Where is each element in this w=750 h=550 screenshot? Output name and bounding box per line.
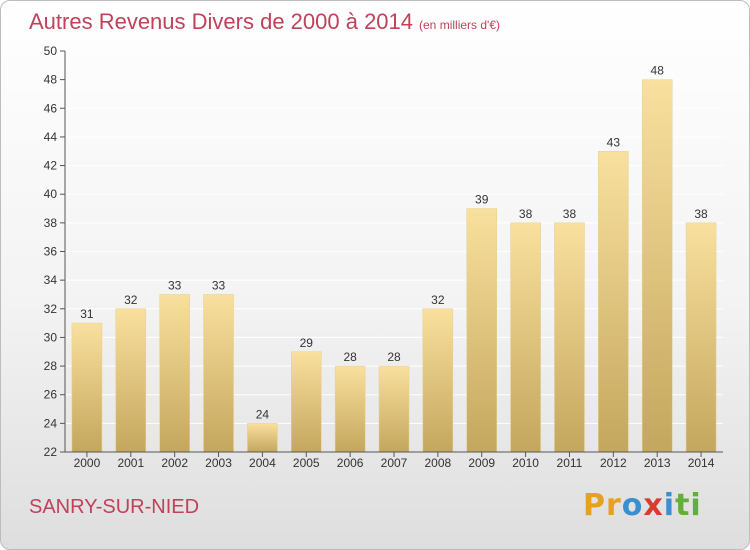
bars bbox=[71, 79, 717, 453]
logo-letter: P bbox=[583, 488, 606, 523]
y-tick-label: 28 bbox=[44, 359, 58, 373]
y-tick-label: 36 bbox=[44, 245, 58, 259]
bar bbox=[378, 365, 410, 453]
data-label: 32 bbox=[431, 293, 445, 307]
bar bbox=[203, 294, 234, 453]
data-label: 33 bbox=[212, 278, 226, 292]
x-tick-label: 2013 bbox=[644, 456, 671, 470]
bar bbox=[422, 308, 454, 453]
axes bbox=[60, 50, 723, 457]
data-label: 29 bbox=[300, 336, 314, 350]
bar bbox=[685, 222, 717, 453]
y-tick-label: 38 bbox=[44, 216, 58, 230]
chart-title: Autres Revenus Divers de 2000 à 2014 (en … bbox=[29, 9, 500, 35]
y-tick-label: 42 bbox=[44, 159, 58, 173]
bar bbox=[334, 365, 366, 453]
y-tick-label: 30 bbox=[44, 330, 58, 344]
data-label: 38 bbox=[519, 207, 533, 221]
x-tick-label: 2002 bbox=[161, 456, 188, 470]
y-tick-label: 24 bbox=[44, 416, 58, 430]
x-tick-label: 2004 bbox=[249, 456, 276, 470]
data-label: 38 bbox=[563, 207, 577, 221]
chart-unit: (en milliers d'€) bbox=[419, 18, 500, 32]
x-tick-label: 2001 bbox=[117, 456, 144, 470]
data-label: 48 bbox=[651, 64, 665, 78]
labels: 22 24 26 28 30 32 34 36 38 40 42 44 46 48 50 31 2000 32 20… bbox=[44, 44, 715, 470]
logo-letter: x bbox=[643, 488, 664, 523]
data-label: 28 bbox=[387, 350, 401, 364]
x-tick-label: 2006 bbox=[337, 456, 364, 470]
x-tick-label: 2005 bbox=[293, 456, 320, 470]
x-tick-label: 2010 bbox=[512, 456, 539, 470]
data-label: 31 bbox=[80, 307, 94, 321]
data-label: 24 bbox=[256, 407, 270, 421]
data-label: 32 bbox=[124, 293, 138, 307]
bar bbox=[291, 351, 322, 453]
bar bbox=[510, 222, 541, 453]
data-label: 39 bbox=[475, 193, 489, 207]
logo-letter: i bbox=[690, 488, 702, 523]
data-label: 28 bbox=[343, 350, 357, 364]
y-tick-label: 50 bbox=[44, 44, 58, 58]
chart-title-text: Autres Revenus Divers de 2000 à 2014 bbox=[29, 9, 414, 34]
x-tick-label: 2012 bbox=[600, 456, 627, 470]
bar bbox=[115, 308, 147, 453]
y-tick-label: 22 bbox=[44, 445, 58, 459]
logo-letter: r bbox=[606, 488, 622, 523]
x-tick-label: 2003 bbox=[205, 456, 232, 470]
logo-letter: i bbox=[663, 488, 676, 523]
bar bbox=[554, 222, 585, 453]
x-tick-label: 2007 bbox=[381, 456, 408, 470]
bar bbox=[598, 151, 629, 453]
x-tick-label: 2008 bbox=[425, 456, 452, 470]
x-tick-label: 2000 bbox=[74, 456, 101, 470]
bar bbox=[466, 208, 497, 453]
y-tick-label: 48 bbox=[44, 73, 58, 87]
bar bbox=[71, 322, 103, 453]
logo-letter: o bbox=[621, 488, 644, 523]
y-tick-label: 40 bbox=[44, 187, 58, 201]
data-label: 38 bbox=[694, 207, 708, 221]
bar bbox=[641, 79, 673, 453]
data-label: 43 bbox=[607, 135, 621, 149]
y-tick-label: 46 bbox=[44, 101, 58, 115]
x-tick-label: 2011 bbox=[557, 456, 583, 470]
proxiti-logo: Proxiti bbox=[583, 488, 702, 523]
location-label: SANRY-SUR-NIED bbox=[29, 496, 200, 518]
y-tick-label: 34 bbox=[44, 273, 58, 287]
x-tick-label: 2009 bbox=[468, 456, 495, 470]
y-tick-label: 26 bbox=[44, 388, 58, 402]
y-tick-label: 44 bbox=[44, 130, 58, 144]
bar bbox=[159, 294, 190, 453]
x-tick-label: 2014 bbox=[688, 456, 715, 470]
y-tick-label: 32 bbox=[44, 302, 58, 316]
bar bbox=[247, 423, 278, 453]
data-label: 33 bbox=[168, 278, 182, 292]
logo-letter: t bbox=[675, 488, 691, 523]
